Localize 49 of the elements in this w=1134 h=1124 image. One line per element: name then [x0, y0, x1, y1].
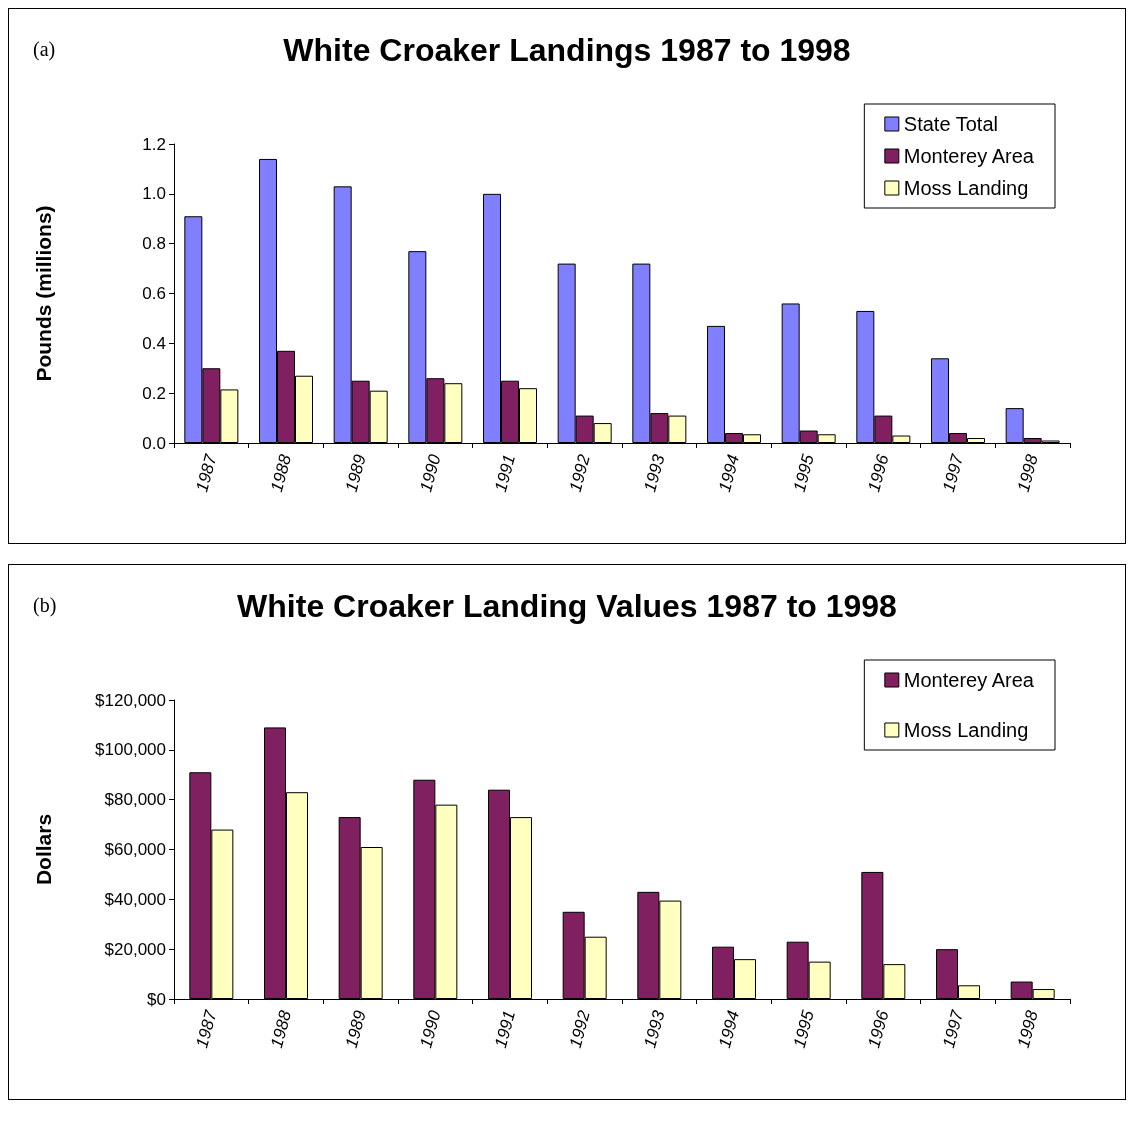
- chart-title: White Croaker Landing Values 1987 to 1998: [237, 588, 897, 624]
- y-tick-label: $20,000: [104, 939, 166, 959]
- y-tick-label: 1.0: [142, 184, 166, 204]
- legend-label: Moss Landing: [903, 177, 1029, 199]
- y-axis-title: Pounds (millions): [32, 205, 55, 382]
- x-tick-label: 1987: [192, 452, 221, 494]
- x-tick-label: 1990: [416, 452, 445, 494]
- x-tick-label: 1992: [565, 452, 594, 494]
- x-tick-label: 1987: [192, 1008, 221, 1050]
- x-tick-label: 1995: [789, 452, 818, 494]
- text: (a): [33, 38, 56, 61]
- text: (b): [33, 594, 57, 617]
- legend-label: Monterey Area: [903, 669, 1035, 691]
- x-tick-label: 1988: [267, 1008, 296, 1050]
- x-tick-label: 1990: [416, 1008, 445, 1050]
- y-tick-label: $80,000: [104, 790, 166, 810]
- y-tick-label: 0.4: [142, 333, 166, 353]
- y-tick-label: $0: [147, 989, 166, 1009]
- y-tick-label: 1.2: [142, 134, 166, 154]
- x-tick-label: 1996: [864, 452, 893, 494]
- x-tick-label: 1991: [491, 452, 520, 494]
- legend-label: Monterey Area: [903, 145, 1035, 167]
- x-tick-label: 1988: [267, 452, 296, 494]
- x-tick-label: 1993: [640, 452, 669, 494]
- x-tick-label: 1991: [491, 1008, 520, 1050]
- x-tick-label: 1992: [565, 1008, 594, 1050]
- y-axis-title: Dollars: [32, 813, 55, 886]
- x-tick-label: 1994: [715, 452, 744, 494]
- x-tick-label: 1993: [640, 1008, 669, 1050]
- y-tick-label: $60,000: [104, 840, 166, 859]
- y-tick-label: 0.6: [142, 284, 166, 303]
- x-tick-label: 1997: [939, 452, 968, 494]
- x-tick-label: 1994: [715, 1008, 744, 1050]
- y-tick-label: 0.2: [142, 383, 166, 403]
- y-tick-label: $40,000: [104, 889, 166, 909]
- legend-label: State Total: [903, 113, 998, 135]
- y-tick-label: $120,000: [95, 690, 166, 710]
- x-tick-label: 1989: [341, 1008, 370, 1050]
- x-tick-label: 1998: [1013, 452, 1042, 494]
- x-tick-label: 1997: [939, 1008, 968, 1050]
- x-tick-label: 1998: [1013, 1008, 1042, 1050]
- y-tick-label: 0.0: [142, 433, 166, 453]
- y-tick-label: $100,000: [95, 740, 166, 760]
- x-tick-label: 1996: [864, 1008, 893, 1050]
- x-tick-label: 1995: [789, 1008, 818, 1050]
- x-tick-label: 1989: [341, 452, 370, 494]
- legend-label: Moss Landing: [903, 719, 1029, 741]
- chart-title: White Croaker Landings 1987 to 1998: [283, 32, 851, 68]
- y-tick-label: 0.8: [142, 234, 166, 254]
